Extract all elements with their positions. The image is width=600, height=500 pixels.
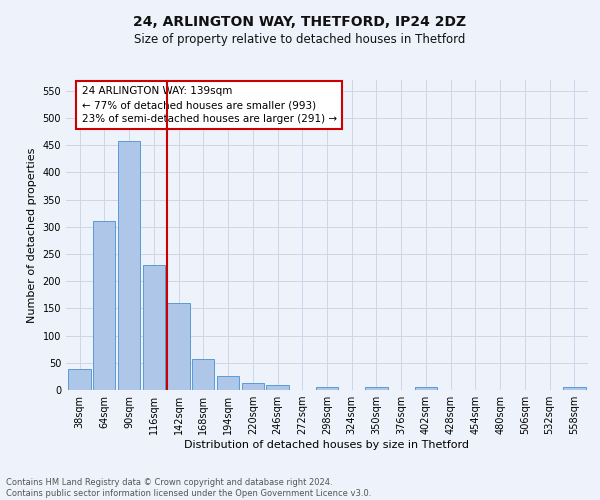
X-axis label: Distribution of detached houses by size in Thetford: Distribution of detached houses by size … xyxy=(185,440,470,450)
Bar xyxy=(167,303,190,390)
Text: Size of property relative to detached houses in Thetford: Size of property relative to detached ho… xyxy=(134,32,466,46)
Bar xyxy=(68,370,91,390)
Bar xyxy=(118,142,140,390)
Bar xyxy=(316,388,338,390)
Y-axis label: Number of detached properties: Number of detached properties xyxy=(27,148,37,322)
Bar xyxy=(143,265,165,390)
Text: 24, ARLINGTON WAY, THETFORD, IP24 2DZ: 24, ARLINGTON WAY, THETFORD, IP24 2DZ xyxy=(133,15,467,29)
Bar xyxy=(217,376,239,390)
Text: Contains HM Land Registry data © Crown copyright and database right 2024.
Contai: Contains HM Land Registry data © Crown c… xyxy=(6,478,371,498)
Bar xyxy=(242,384,264,390)
Bar xyxy=(365,388,388,390)
Text: 24 ARLINGTON WAY: 139sqm
← 77% of detached houses are smaller (993)
23% of semi-: 24 ARLINGTON WAY: 139sqm ← 77% of detach… xyxy=(82,86,337,124)
Bar xyxy=(192,359,214,390)
Bar xyxy=(93,221,115,390)
Bar xyxy=(563,388,586,390)
Bar xyxy=(415,388,437,390)
Bar xyxy=(266,384,289,390)
